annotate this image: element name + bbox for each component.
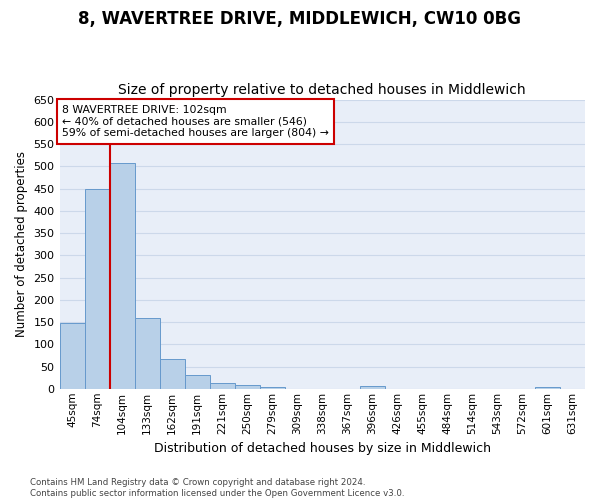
- Title: Size of property relative to detached houses in Middlewich: Size of property relative to detached ho…: [118, 83, 526, 97]
- X-axis label: Distribution of detached houses by size in Middlewich: Distribution of detached houses by size …: [154, 442, 491, 455]
- Bar: [110, 163, 134, 389]
- Bar: [185, 375, 209, 389]
- Bar: [360, 386, 385, 389]
- Text: 8, WAVERTREE DRIVE, MIDDLEWICH, CW10 0BG: 8, WAVERTREE DRIVE, MIDDLEWICH, CW10 0BG: [79, 10, 521, 28]
- Bar: [260, 386, 285, 389]
- Bar: [535, 386, 560, 389]
- Bar: [59, 324, 85, 389]
- Bar: [235, 385, 260, 389]
- Bar: [209, 382, 235, 389]
- Bar: [160, 358, 185, 389]
- Text: Contains HM Land Registry data © Crown copyright and database right 2024.
Contai: Contains HM Land Registry data © Crown c…: [30, 478, 404, 498]
- Text: 8 WAVERTREE DRIVE: 102sqm
← 40% of detached houses are smaller (546)
59% of semi: 8 WAVERTREE DRIVE: 102sqm ← 40% of detac…: [62, 105, 329, 138]
- Y-axis label: Number of detached properties: Number of detached properties: [15, 151, 28, 337]
- Bar: [134, 318, 160, 389]
- Bar: [85, 189, 110, 389]
